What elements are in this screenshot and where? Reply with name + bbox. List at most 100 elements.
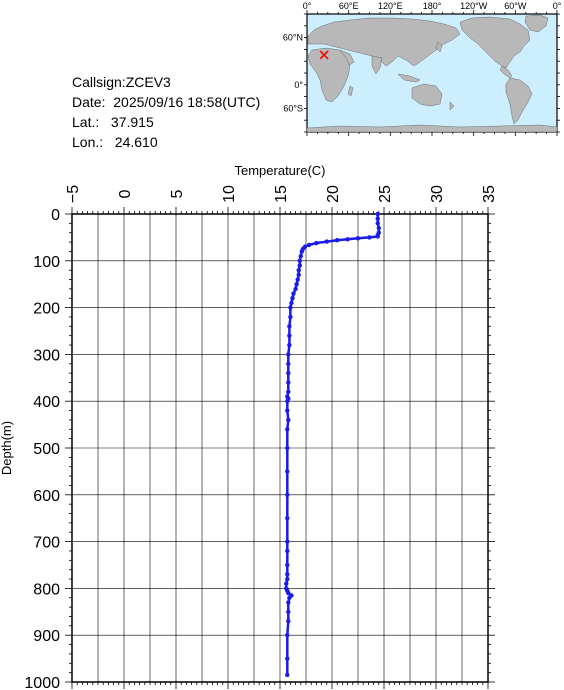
profile-point [296, 272, 301, 278]
map-longitude-label: 60°W [504, 1, 527, 11]
y-axis-title: Depth(m) [0, 421, 14, 475]
profile-point [286, 417, 291, 423]
profile-point [335, 238, 340, 243]
profile-point [293, 286, 298, 292]
profile-point [285, 572, 290, 577]
profile-point [290, 296, 295, 301]
x-tick-label: 20 [325, 185, 342, 203]
profile-point [297, 258, 302, 263]
station-info: Callsign:ZCEV3 Date: 2025/09/16 18:58(UT… [72, 72, 260, 152]
map-longitude-label: 180° [423, 1, 442, 11]
map-latitude-label: 60°N [283, 33, 303, 43]
profile-point [296, 267, 301, 273]
x-tick-label: 10 [221, 185, 238, 203]
y-tick-label: 1000 [24, 675, 60, 690]
profile-point [285, 633, 290, 638]
station-marker-icon [319, 50, 329, 60]
profile-point [367, 235, 372, 240]
profile-point [306, 242, 312, 248]
profile-point [314, 240, 319, 246]
profile-point [285, 516, 290, 521]
profile-point [287, 595, 292, 600]
x-tick-label: 30 [429, 185, 446, 203]
x-tick-label: 35 [481, 185, 498, 203]
x-axis-title: Temperature(C) [234, 163, 325, 178]
chart-grid [71, 213, 489, 683]
y-tick-labels: 0 100 200 300 400 500 600 700 800 900 1000 [24, 207, 60, 690]
profile-point [285, 672, 290, 678]
y-tick-label: 100 [33, 254, 60, 271]
map-longitude-label: 120°W [460, 1, 488, 11]
profile-point [286, 609, 291, 614]
land-india [371, 55, 383, 75]
profile-point [375, 221, 380, 226]
y-tick-label: 200 [33, 301, 60, 318]
x-tick-label: −5 [65, 185, 82, 203]
map-ticks [304, 10, 560, 136]
profile-point [295, 277, 300, 282]
profile-point [286, 361, 291, 366]
profile-point [285, 427, 290, 432]
land-north-america [459, 16, 531, 69]
temperature-profile-points [284, 211, 381, 678]
profile-point [286, 380, 291, 385]
map-latitude-label: 0° [294, 80, 303, 90]
x-tick-label: 0 [117, 189, 134, 198]
latitude-text: Lat.: 37.915 [72, 114, 154, 130]
land-madagascar [347, 85, 354, 97]
profile-point [375, 234, 380, 239]
y-tick-label: 800 [33, 581, 60, 598]
profile-point [294, 282, 299, 287]
land-indonesia [397, 73, 421, 83]
land-south-america [505, 77, 533, 125]
profile-point [285, 539, 290, 544]
profile-point [297, 263, 302, 268]
y-tick-label: 900 [33, 628, 60, 645]
y-tick-label: 700 [33, 535, 60, 552]
y-tick-label: 300 [33, 347, 60, 364]
profile-point [287, 324, 292, 329]
profile-point [287, 333, 292, 338]
map-longitude-label: 60°E [339, 1, 359, 11]
x-tick-label: 5 [169, 189, 186, 198]
profile-point [285, 492, 290, 497]
profile-point [285, 469, 290, 474]
date-text: Date: 2025/09/16 18:58(UTC) [72, 94, 261, 110]
land-australia [411, 83, 443, 107]
profile-point [286, 600, 291, 605]
profile-point [286, 590, 291, 596]
profile-point [299, 249, 305, 254]
profile-point [345, 237, 350, 242]
profile-point [291, 291, 296, 296]
profile-point [285, 656, 290, 661]
map-longitude-label: 0° [553, 1, 562, 11]
land-eurasia [307, 17, 461, 67]
profile-point [324, 239, 329, 244]
profile-point [375, 216, 380, 221]
x-tick-label: 15 [273, 185, 290, 203]
y-tick-label: 0 [51, 207, 60, 224]
land-greenland [524, 14, 549, 33]
profile-point [285, 562, 290, 568]
x-tick-labels: −5 0 5 10 15 20 25 30 35 [65, 185, 498, 203]
map-longitude-label: 120°E [378, 1, 403, 11]
profile-point [284, 581, 289, 586]
profile-point [285, 576, 290, 582]
profile-point [287, 342, 292, 348]
profile-point [286, 618, 291, 624]
profile-point [288, 305, 293, 310]
map-latitude-labels: 60°N 0° 60°S [283, 33, 304, 114]
callsign-text: Callsign:ZCEV3 [72, 74, 171, 90]
profile-point [285, 399, 290, 404]
profile-point [289, 300, 294, 306]
profile-point [298, 253, 303, 259]
profile-point [286, 389, 291, 395]
profile-point [375, 211, 380, 217]
temperature-profile-line [284, 214, 381, 675]
map-latitude-label: 60°S [283, 103, 303, 113]
y-tick-label: 500 [33, 441, 60, 458]
x-tick-label: 25 [377, 185, 394, 203]
profile-point [355, 236, 361, 241]
